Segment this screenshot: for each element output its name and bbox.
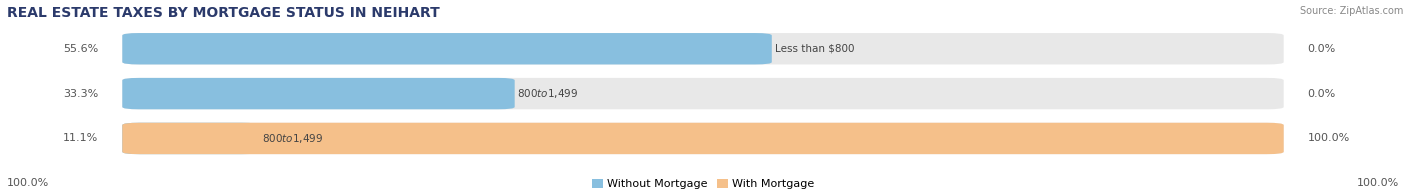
Legend: Without Mortgage, With Mortgage: Without Mortgage, With Mortgage — [592, 179, 814, 190]
FancyBboxPatch shape — [122, 78, 515, 109]
Text: REAL ESTATE TAXES BY MORTGAGE STATUS IN NEIHART: REAL ESTATE TAXES BY MORTGAGE STATUS IN … — [7, 6, 440, 20]
Text: 100.0%: 100.0% — [1357, 178, 1399, 188]
FancyBboxPatch shape — [122, 78, 1284, 109]
FancyBboxPatch shape — [122, 123, 259, 154]
Text: 11.1%: 11.1% — [63, 133, 98, 144]
FancyBboxPatch shape — [122, 33, 772, 64]
Text: 55.6%: 55.6% — [63, 44, 98, 54]
FancyBboxPatch shape — [122, 123, 1284, 154]
Text: $800 to $1,499: $800 to $1,499 — [517, 87, 579, 100]
FancyBboxPatch shape — [122, 33, 1284, 64]
Text: Source: ZipAtlas.com: Source: ZipAtlas.com — [1299, 6, 1403, 16]
Text: 0.0%: 0.0% — [1308, 89, 1336, 99]
Text: 0.0%: 0.0% — [1308, 44, 1336, 54]
Text: 100.0%: 100.0% — [7, 178, 49, 188]
FancyBboxPatch shape — [122, 123, 1284, 154]
Text: 100.0%: 100.0% — [1308, 133, 1350, 144]
Text: $800 to $1,499: $800 to $1,499 — [262, 132, 323, 145]
Text: Less than $800: Less than $800 — [775, 44, 853, 54]
Text: 33.3%: 33.3% — [63, 89, 98, 99]
